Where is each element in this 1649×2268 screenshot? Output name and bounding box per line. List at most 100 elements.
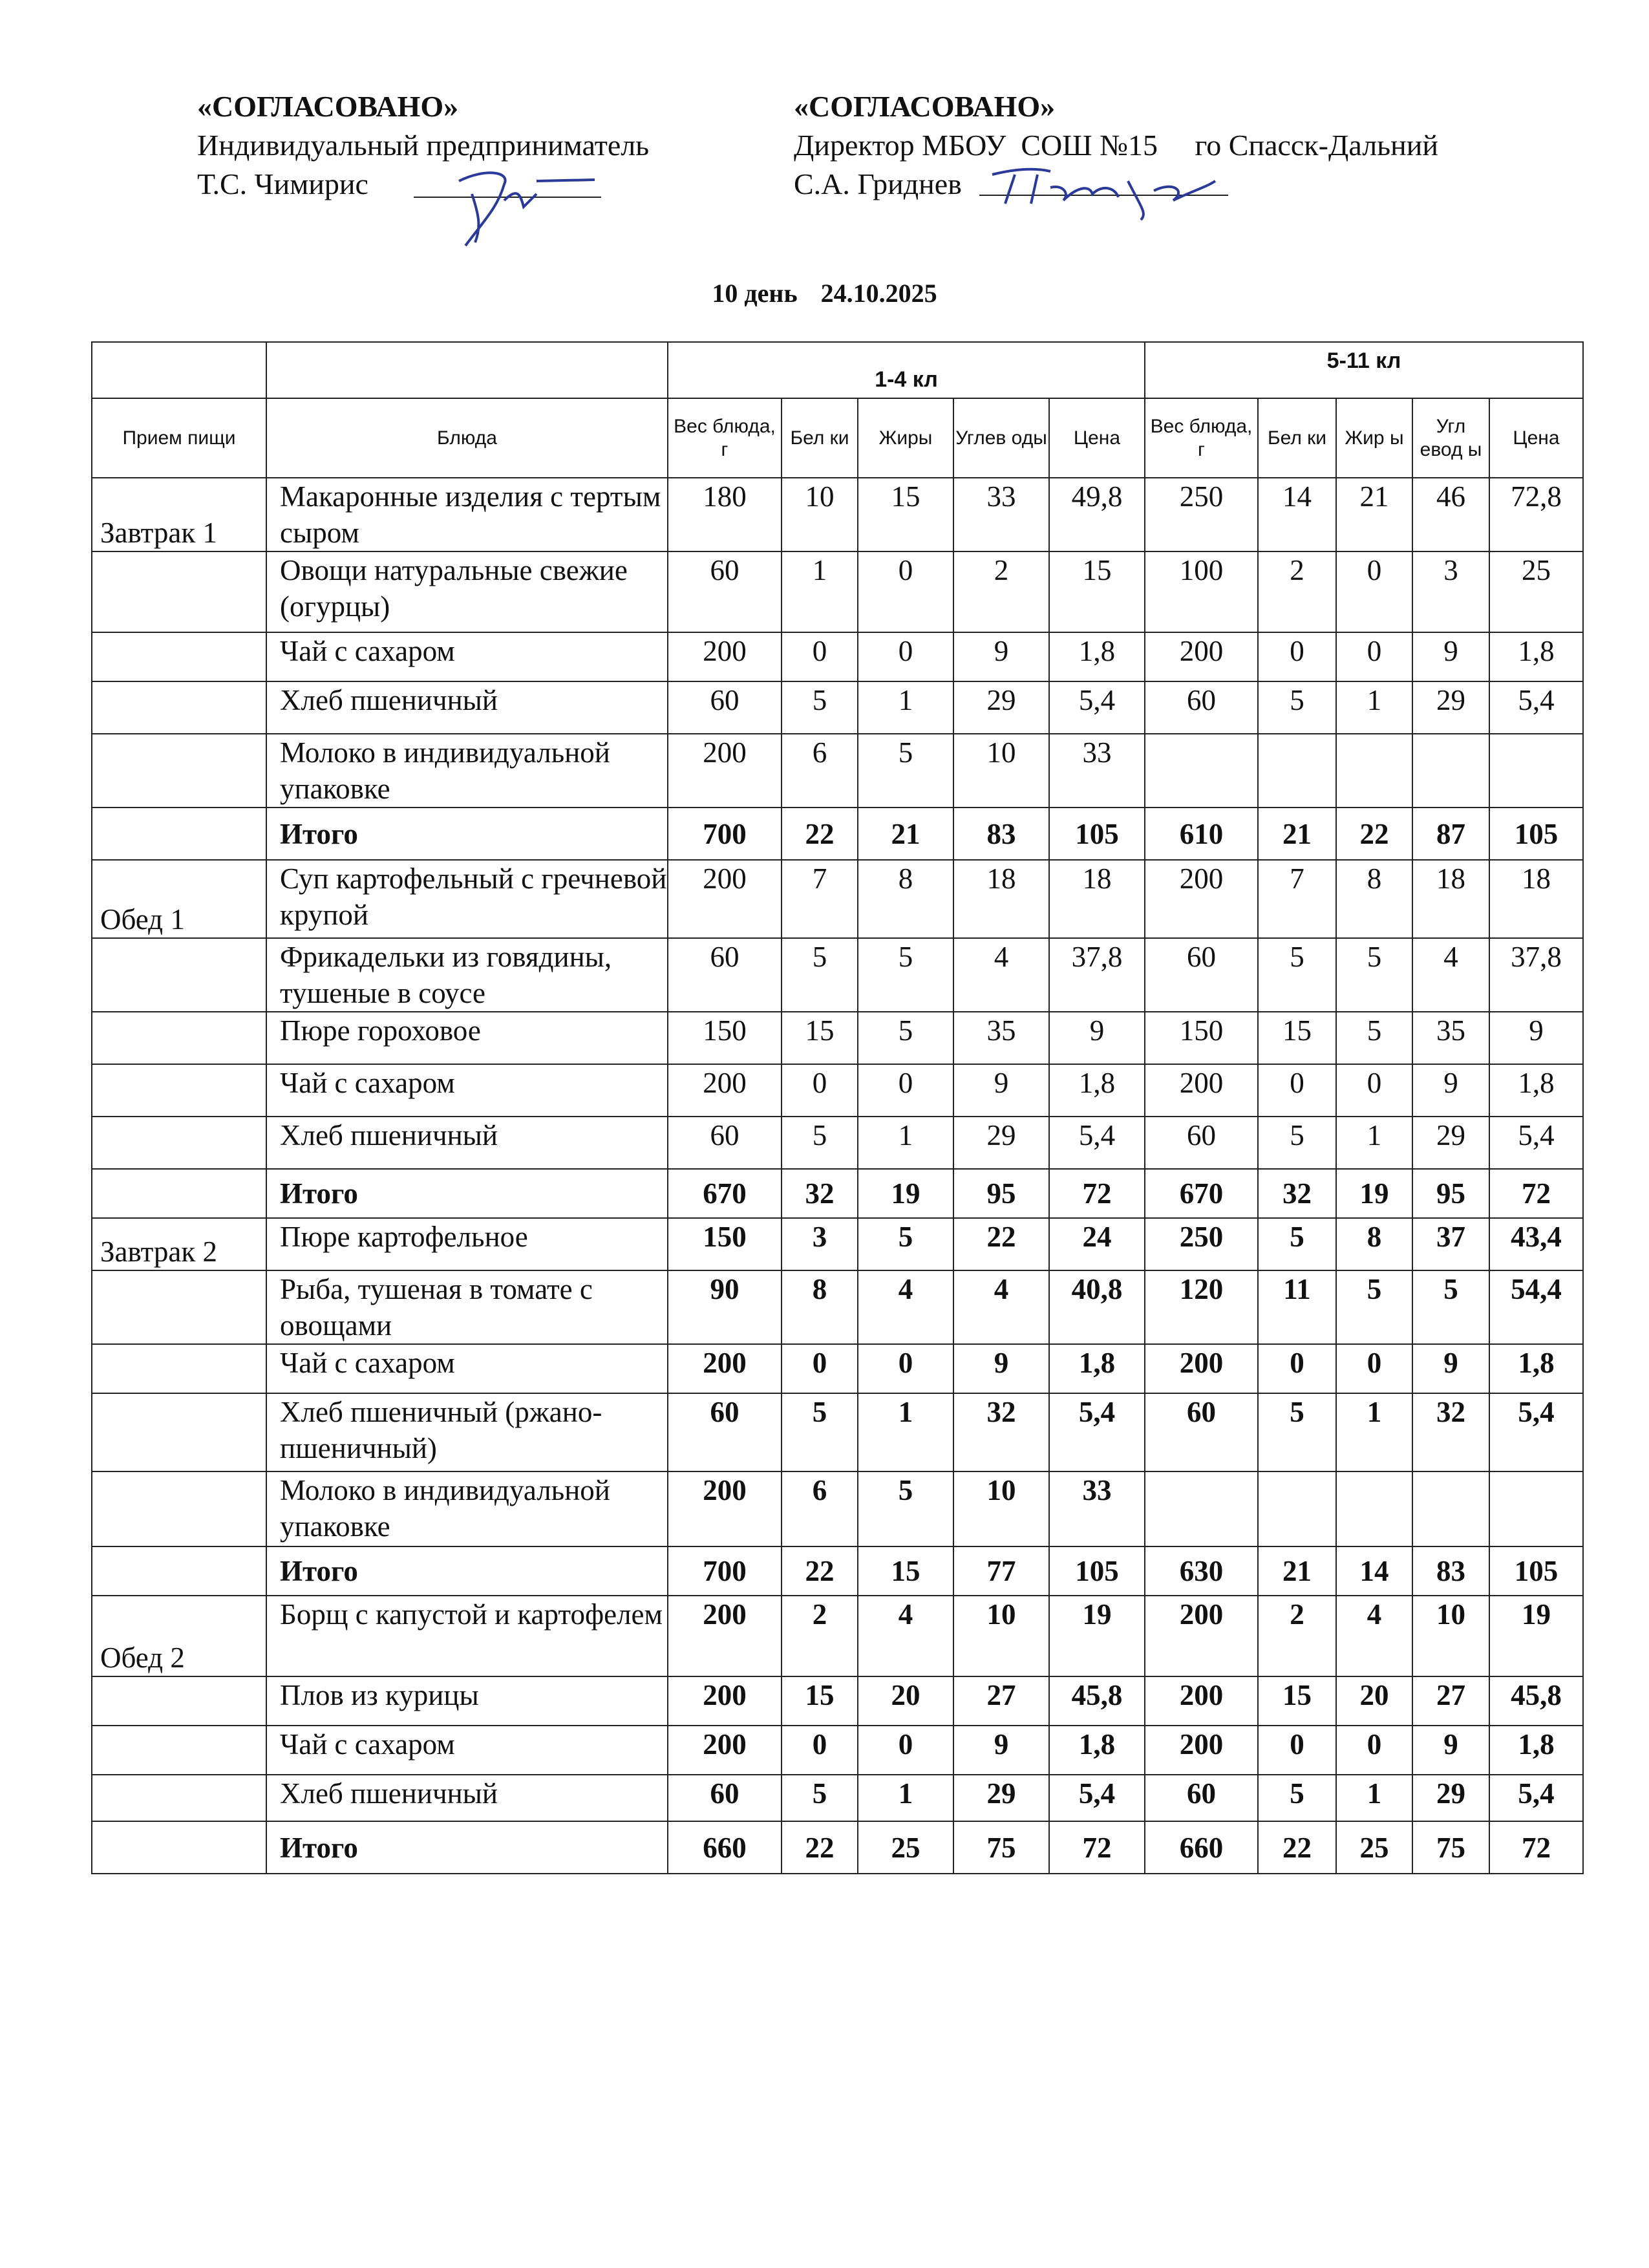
value-cell: 60 xyxy=(667,1393,782,1472)
dish-cell: Пюре гороховое xyxy=(266,1011,668,1065)
meal-cell xyxy=(91,1064,267,1117)
approval-left-title: «СОГЛАСОВАНО» xyxy=(197,90,459,123)
value-cell: 33 xyxy=(953,477,1050,552)
value-cell: 5 xyxy=(781,937,858,1012)
value-cell: 37,8 xyxy=(1048,937,1145,1012)
meal-cell xyxy=(91,1821,267,1874)
value-cell: 22 xyxy=(1335,807,1413,861)
value-cell: 8 xyxy=(857,859,954,939)
meal-cell xyxy=(91,937,267,1012)
value-cell: 10 xyxy=(953,1471,1050,1547)
value-cell: 1 xyxy=(1335,1116,1413,1170)
value-cell: 660 xyxy=(667,1821,782,1874)
header-empty xyxy=(91,341,267,399)
dish-cell: Борщ с капустой и картофелем xyxy=(266,1595,668,1677)
signature-right xyxy=(979,167,1228,221)
column-header: Бел ки xyxy=(781,398,858,478)
value-cell: 18 xyxy=(1048,859,1145,939)
total-row: Итого 700 22 21 83 105 610 21 22 87 105 xyxy=(91,807,1584,861)
value-cell: 0 xyxy=(1335,1343,1413,1394)
table-row: Фрикадельки из говядины, тушеные в соусе… xyxy=(91,937,1584,1012)
meal-cell xyxy=(91,807,267,861)
value-cell: 105 xyxy=(1048,1546,1145,1596)
value-cell: 29 xyxy=(1412,1116,1490,1170)
value-cell xyxy=(1257,733,1337,808)
value-cell: 7 xyxy=(781,859,858,939)
meal-cell: Завтрак 1 xyxy=(91,477,267,552)
value-cell: 77 xyxy=(953,1546,1050,1596)
value-cell: 200 xyxy=(1144,1676,1259,1726)
meal-cell xyxy=(91,1393,267,1472)
header-group-row: 1-4 кл 5-11 кл xyxy=(91,341,1584,399)
value-cell: 35 xyxy=(1412,1011,1490,1065)
value-cell: 10 xyxy=(781,477,858,552)
value-cell: 8 xyxy=(781,1270,858,1345)
value-cell: 0 xyxy=(781,632,858,682)
value-cell: 90 xyxy=(667,1270,782,1345)
table-row: Хлеб пшеничный 60 5 1 29 5,4 60 5 1 29 5,4 xyxy=(91,1116,1584,1170)
value-cell: 21 xyxy=(1257,1546,1337,1596)
column-header: Вес блюда, г xyxy=(667,398,782,478)
value-cell xyxy=(1335,1471,1413,1547)
value-cell: 0 xyxy=(1335,1064,1413,1117)
value-cell: 4 xyxy=(857,1595,954,1677)
value-cell: 54,4 xyxy=(1489,1270,1584,1345)
value-cell: 60 xyxy=(1144,681,1259,734)
value-cell: 670 xyxy=(667,1168,782,1219)
value-cell: 2 xyxy=(1257,551,1337,633)
value-cell: 2 xyxy=(953,551,1050,633)
dish-cell: Пюре картофельное xyxy=(266,1217,668,1271)
value-cell: 60 xyxy=(667,551,782,633)
value-cell: 5 xyxy=(1257,1774,1337,1822)
value-cell: 200 xyxy=(1144,632,1259,682)
total-row: Итого 700 22 15 77 105 630 21 14 83 105 xyxy=(91,1546,1584,1596)
value-cell: 200 xyxy=(667,632,782,682)
value-cell: 0 xyxy=(857,1725,954,1775)
total-row: Итого 670 32 19 95 72 670 32 19 95 72 xyxy=(91,1168,1584,1219)
column-header: Блюда xyxy=(266,398,668,478)
value-cell: 15 xyxy=(857,477,954,552)
value-cell: 610 xyxy=(1144,807,1259,861)
table-row: Молоко в индивидуальной упаковке 200 6 5 10 3… xyxy=(91,1471,1584,1547)
dish-cell: Суп картофельный с гречневой крупой xyxy=(266,859,668,939)
approval-right-name: С.А. Гриднев xyxy=(794,167,962,200)
meal-cell: Завтрак 2 xyxy=(91,1217,267,1271)
value-cell: 120 xyxy=(1144,1270,1259,1345)
value-cell: 5,4 xyxy=(1048,681,1145,734)
column-header: Угл евод ы xyxy=(1412,398,1490,478)
value-cell: 2 xyxy=(781,1595,858,1677)
value-cell: 45,8 xyxy=(1489,1676,1584,1726)
value-cell: 1 xyxy=(1335,1774,1413,1822)
group-5-11: 5-11 кл xyxy=(1144,341,1584,399)
dish-cell: Рыба, тушеная в томате с овощами xyxy=(266,1270,668,1345)
value-cell: 1 xyxy=(857,1774,954,1822)
column-header: Прием пищи xyxy=(91,398,267,478)
meal-cell xyxy=(91,1011,267,1065)
value-cell: 4 xyxy=(953,937,1050,1012)
value-cell xyxy=(1412,1471,1490,1547)
header-row: Прием пищи Блюда Вес блюда, г Бел ки Жиры Угл… xyxy=(91,398,1584,478)
table-row: Хлеб пшеничный (ржано-пшеничный) 60 5 1 32 5,… xyxy=(91,1393,1584,1472)
table-row: Рыба, тушеная в томате с овощами 90 8 4 4 40,… xyxy=(91,1270,1584,1345)
value-cell: 0 xyxy=(1257,632,1337,682)
value-cell: 9 xyxy=(1412,632,1490,682)
total-row: Итого 660 22 25 75 72 660 22 25 75 72 xyxy=(91,1821,1584,1874)
menu-table: 1-4 кл 5-11 кл Прием пищи Блюда Вес блюда,… xyxy=(91,341,1584,1874)
value-cell: 8 xyxy=(1335,1217,1413,1271)
value-cell xyxy=(1489,733,1584,808)
value-cell: 1,8 xyxy=(1489,632,1584,682)
value-cell: 5 xyxy=(781,1393,858,1472)
value-cell xyxy=(1335,733,1413,808)
value-cell: 4 xyxy=(1412,937,1490,1012)
value-cell: 1,8 xyxy=(1489,1725,1584,1775)
column-header: Жир ы xyxy=(1335,398,1413,478)
value-cell: 1 xyxy=(1335,1393,1413,1472)
dish-cell: Чай с сахаром xyxy=(266,1725,668,1775)
meal-cell xyxy=(91,1116,267,1170)
column-header: Цена xyxy=(1489,398,1584,478)
value-cell: 4 xyxy=(953,1270,1050,1345)
value-cell: 75 xyxy=(1412,1821,1490,1874)
value-cell: 9 xyxy=(1412,1725,1490,1775)
value-cell: 49,8 xyxy=(1048,477,1145,552)
table-row: Обед 2 Борщ с капустой и картофелем 200 2 4 1… xyxy=(91,1595,1584,1677)
